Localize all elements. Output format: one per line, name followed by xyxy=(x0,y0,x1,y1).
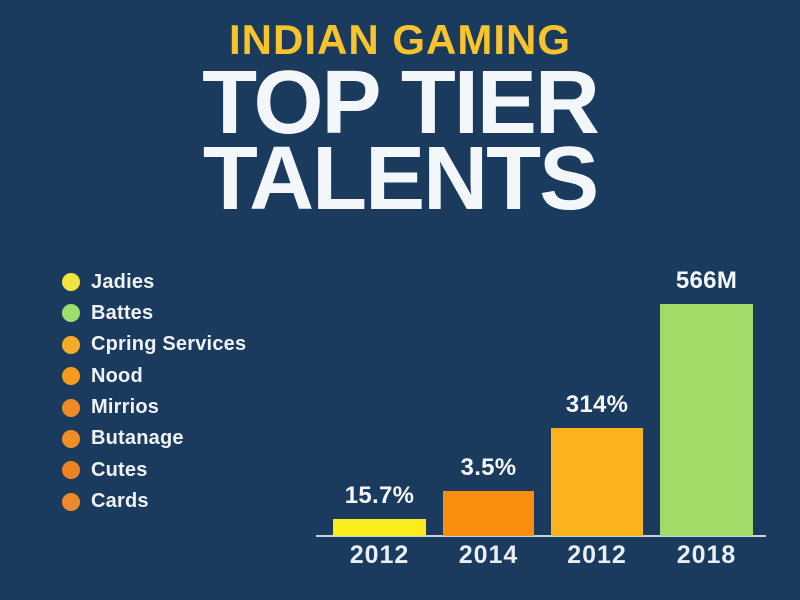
bar-group: 566M 2018 xyxy=(660,0,753,600)
legend-dot xyxy=(62,367,80,386)
legend: Jadies Battes Cpring Services Nood Mirri… xyxy=(62,270,247,523)
legend-label: Mirrios xyxy=(91,396,160,419)
legend-item: Cpring Services xyxy=(62,333,247,356)
x-axis-line xyxy=(316,535,766,537)
legend-item: Jadies xyxy=(62,270,246,293)
legend-label: Cpring Services xyxy=(91,333,247,356)
chart-bar xyxy=(333,519,426,536)
chart-bar xyxy=(660,304,753,536)
x-tick-label: 2012 xyxy=(349,541,410,569)
legend-dot xyxy=(62,429,80,448)
x-tick-label: 2012 xyxy=(567,541,627,569)
legend-label: Cards xyxy=(91,490,149,513)
main-title: TOP TIER TALENTS xyxy=(0,53,800,229)
legend-item: Mirrios xyxy=(62,396,246,419)
legend-label: Jadies xyxy=(91,270,155,293)
legend-item: Battes xyxy=(62,301,246,324)
bar-group: 314% 2012 xyxy=(551,0,643,600)
bar-value-label: 3.5% xyxy=(460,454,517,481)
legend-dot xyxy=(62,304,80,323)
bar-group: 15.7% 2012 xyxy=(333,0,426,600)
legend-item: Cards xyxy=(62,490,246,513)
legend-label: Nood xyxy=(91,364,143,387)
x-tick-label: 2018 xyxy=(676,541,737,569)
legend-item: Nood xyxy=(62,364,246,387)
legend-label: Cutes xyxy=(91,458,148,481)
bar-group: 3.5% 2014 xyxy=(443,0,534,600)
kicker-title: INDIAN GAMING xyxy=(229,16,571,63)
legend-dot xyxy=(62,492,80,511)
legend-label: Butanage xyxy=(91,427,184,450)
bar-value-label: 566M xyxy=(675,267,738,294)
bar-value-label: 314% xyxy=(565,391,629,418)
main-title-line2: TALENTS xyxy=(202,128,599,229)
chart-bar xyxy=(443,491,534,536)
legend-item: Cutes xyxy=(62,458,246,481)
legend-dot xyxy=(62,273,80,291)
chart-bar xyxy=(551,428,643,536)
legend-label: Battes xyxy=(91,301,154,324)
x-tick-label: 2014 xyxy=(458,541,519,569)
legend-dot xyxy=(62,335,80,354)
main-title-line1: TOP TIER xyxy=(202,53,600,153)
legend-dot xyxy=(62,398,80,417)
bar-value-label: 15.7% xyxy=(344,482,415,509)
legend-item: Butanage xyxy=(62,427,246,450)
legend-dot xyxy=(62,461,80,480)
